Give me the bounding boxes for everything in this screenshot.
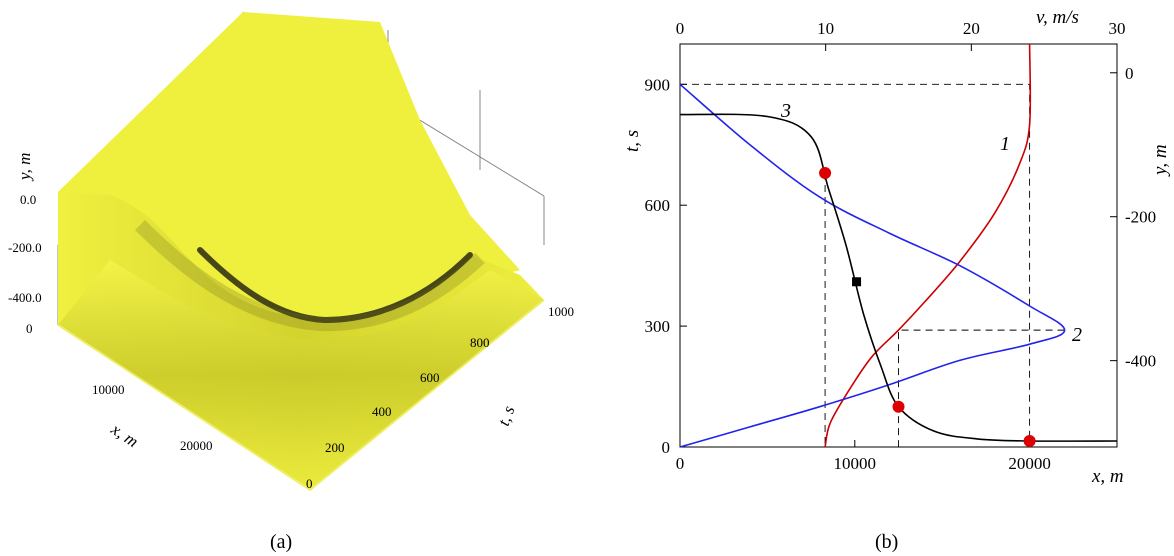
panel-b-caption: (b) [875,531,898,553]
z-tick-label: -200.0 [8,240,42,255]
right-axis-label: y, m [1150,144,1171,177]
x-tick-label-bottom: 20000 [1008,454,1051,473]
t-tick-label: 1000 [548,304,574,319]
panel-a-caption: (a) [270,531,292,553]
t-tick-label: 800 [470,335,490,350]
bottom-axis-label: x, m [1091,466,1124,487]
guide-line [898,329,1065,447]
surface-valley [58,260,544,490]
x-tick-label-top: 10 [817,19,834,38]
y-tick-label-left: 600 [645,196,671,215]
marker-circle [819,166,832,179]
t-tick-label: 0 [306,476,313,491]
y-tick-label-right: -400 [1125,352,1156,371]
top-axis-label: v, m/s [1036,7,1079,28]
marker-circle [892,400,905,413]
y-tick-label-right: -200 [1125,208,1156,227]
curve-label-1: 1 [1000,133,1010,155]
left-axis-label: t, s [622,130,643,152]
point-markers [819,166,1036,447]
z-tick-label: 0.0 [20,192,36,207]
y-tick-label-right: 0 [1125,64,1134,83]
series-line-2 [679,83,1066,448]
z-axis-label: y, m [15,153,34,182]
x-tick-label-top: 30 [1109,19,1126,38]
x-tick-label: 20000 [180,438,213,453]
t-tick-label: 200 [325,440,345,455]
x-tick-label: 10000 [92,382,125,397]
y-tick-label-left: 0 [662,438,671,457]
y-tick-label-left: 900 [645,75,671,94]
marker-square [852,277,862,287]
x-tick-label-top: 20 [963,19,980,38]
series-line-3 [679,113,1118,442]
series-line-1 [824,43,1032,448]
curve-label-3: 3 [780,100,791,122]
surface-trough [197,247,473,324]
curve-label-2: 2 [1072,324,1082,346]
t-tick-label: 600 [420,370,440,385]
z-tick-label: -400.0 [8,290,42,305]
surface-plot-panel: y, m 0.0 -200.0 -400.0 0 10000 20000 x, … [8,11,574,553]
x-tick-label-bottom: 10000 [834,454,877,473]
x-tick-label-bottom: 0 [676,454,685,473]
x-tick-label-top: 0 [676,19,685,38]
marker-circle [1023,434,1036,447]
x-axis-label: x, m [107,419,142,451]
t-tick-label: 400 [372,404,392,419]
z-tick-label-zero: 0 [26,321,33,336]
series-curves [679,43,1118,448]
t-axis-label: t, s [494,403,519,429]
y-tick-label-left: 300 [645,317,671,336]
guide-line [680,83,1031,447]
